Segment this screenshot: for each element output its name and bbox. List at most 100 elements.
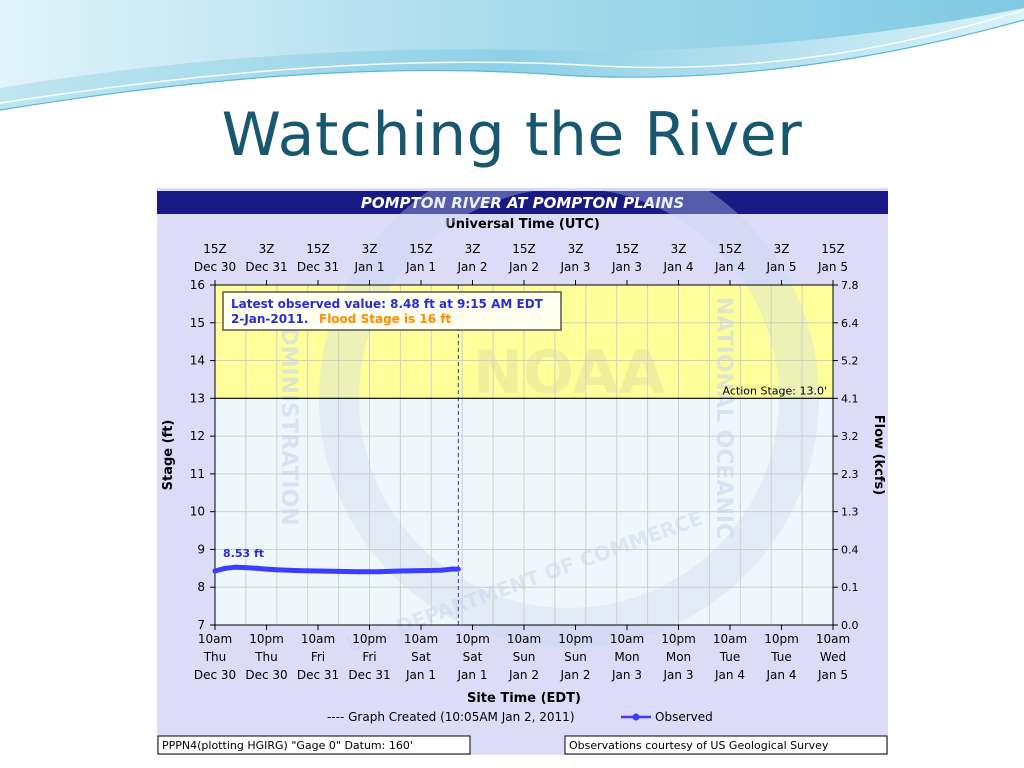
bottom-tick-label-time: 10am	[198, 632, 232, 646]
latest-observed-box	[222, 291, 562, 331]
top-tick-label-hour: 15Z	[203, 242, 227, 256]
top-tick-label-hour: 15Z	[718, 242, 742, 256]
observed-point	[294, 568, 300, 574]
y2-tick-label: 2.3	[841, 468, 859, 481]
bottom-tick-label-time: 10pm	[352, 632, 387, 646]
bottom-tick-label-date: Jan 2	[560, 668, 591, 682]
y-tick-label: 15	[190, 316, 205, 330]
bottom-tick-label-day: Mon	[614, 650, 639, 664]
chart-title: POMPTON RIVER AT POMPTON PLAINS	[361, 194, 684, 212]
bottom-tick-label-time: 10pm	[455, 632, 490, 646]
top-tick-label-date: Jan 5	[766, 260, 797, 274]
observed-point	[274, 567, 280, 573]
legend-observed-marker	[632, 713, 640, 721]
observed-point	[397, 568, 403, 574]
latest-observed-date: 2-Jan-2011.	[231, 312, 308, 326]
bottom-tick-label-time: 10am	[816, 632, 850, 646]
chart-header-bar	[157, 191, 888, 214]
bottom-tick-label-time: 10am	[713, 632, 747, 646]
bottom-tick-label-day: Thu	[254, 650, 278, 664]
bottom-tick-label-time: 10am	[507, 632, 541, 646]
observed-point	[336, 568, 342, 574]
bottom-tick-label-day: Fri	[362, 650, 376, 664]
y-tick-label: 14	[190, 354, 205, 368]
observed-point	[418, 568, 424, 574]
watermark-administration: ADMINISTRATION	[276, 310, 301, 525]
legend-observed-label: Observed	[655, 710, 713, 724]
footer-right-box	[564, 735, 888, 755]
y2-tick-label: 1.3	[841, 506, 859, 519]
y2-tick-label: 4.1	[841, 392, 859, 405]
top-tick-label-date: Dec 31	[297, 260, 339, 274]
bottom-tick-label-date: Dec 30	[194, 668, 236, 682]
bottom-tick-label-time: 10am	[610, 632, 644, 646]
hydrograph-svg: POMPTON RIVER AT POMPTON PLAINS Universal…	[157, 188, 888, 755]
bottom-tick-label-time: 10pm	[558, 632, 593, 646]
top-tick-label-hour: 3Z	[362, 242, 378, 256]
top-tick-label-hour: 15Z	[512, 242, 536, 256]
y-tick-label: 10	[190, 505, 205, 519]
top-tick-label-date: Jan 3	[611, 260, 642, 274]
y2-tick-label: 0.4	[841, 543, 859, 556]
top-tick-label-date: Dec 30	[194, 260, 236, 274]
y-tick-label: 9	[197, 542, 205, 556]
y-tick-label: 16	[190, 278, 205, 292]
footer-credit-text: Observations courtesy of US Geological S…	[569, 739, 829, 752]
bottom-tick-label-day: Wed	[820, 650, 846, 664]
top-tick-label-hour: 15Z	[615, 242, 639, 256]
top-tick-label-date: Jan 2	[508, 260, 539, 274]
bottom-tick-label-time: 10am	[404, 632, 438, 646]
bottom-tick-label-date: Jan 3	[663, 668, 694, 682]
observed-point	[264, 566, 269, 572]
top-tick-label-hour: 3Z	[259, 242, 275, 256]
top-axis-title: Universal Time (UTC)	[445, 217, 600, 232]
y2-tick-label: 0.1	[841, 581, 859, 594]
bottom-tick-label-time: 10pm	[661, 632, 696, 646]
bottom-tick-label-day: Tue	[770, 650, 792, 664]
observed-point	[253, 565, 259, 571]
top-tick-label-hour: 3Z	[465, 242, 481, 256]
top-tick-label-hour: 15Z	[409, 242, 433, 256]
y-tick-label: 13	[190, 391, 205, 405]
bottom-tick-label-day: Fri	[311, 650, 325, 664]
y2-tick-label: 0.0	[841, 619, 859, 632]
top-tick-label-date: Jan 1	[354, 260, 385, 274]
top-tick-label-hour: 15Z	[306, 242, 330, 256]
top-tick-label-hour: 3Z	[774, 242, 790, 256]
action-stage-label: Action Stage: 13.0'	[723, 384, 827, 397]
footer-left-box	[157, 735, 471, 755]
observed-point	[455, 566, 461, 572]
bottom-tick-label-day: Thu	[203, 650, 227, 664]
y2-axis-title: Flow (kcfs)	[871, 415, 886, 495]
y-tick-label: 7	[197, 618, 205, 632]
bottom-tick-label-date: Jan 4	[766, 668, 797, 682]
observed-point	[439, 567, 445, 573]
slide-title: Watching the River	[221, 100, 803, 170]
y2-tick-label: 3.2	[841, 430, 859, 443]
top-tick-label-date: Jan 4	[714, 260, 745, 274]
observed-point	[212, 568, 218, 574]
flood-stage-text: Flood Stage is 16 ft	[319, 312, 451, 326]
top-tick-label-date: Jan 3	[560, 260, 591, 274]
observed-point	[315, 568, 321, 574]
noaa-watermark-text: NOAA	[473, 338, 666, 408]
observed-point	[356, 569, 362, 575]
top-tick-label-hour: 15Z	[821, 242, 845, 256]
y-tick-label: 12	[190, 429, 205, 443]
peak-value-label: 8.53 ft	[223, 547, 264, 560]
y2-tick-label: 7.8	[841, 279, 859, 292]
y-tick-label: 8	[197, 580, 205, 594]
observed-point	[243, 565, 249, 571]
bottom-tick-label-day: Sun	[564, 650, 587, 664]
y-tick-label: 11	[190, 467, 205, 481]
bottom-tick-label-day: Sat	[463, 650, 483, 664]
river-hydrograph: POMPTON RIVER AT POMPTON PLAINS Universal…	[157, 188, 888, 755]
top-tick-label-date: Jan 4	[663, 260, 694, 274]
top-tick-label-hour: 3Z	[568, 242, 584, 256]
bottom-tick-label-date: Jan 1	[457, 668, 488, 682]
bottom-tick-label-date: Jan 1	[405, 668, 436, 682]
bottom-tick-label-day: Tue	[719, 650, 741, 664]
y2-tick-label: 6.4	[841, 317, 859, 330]
observed-point	[377, 569, 383, 575]
watermark-national-oceanic: NATIONAL OCEANIC	[711, 297, 736, 539]
